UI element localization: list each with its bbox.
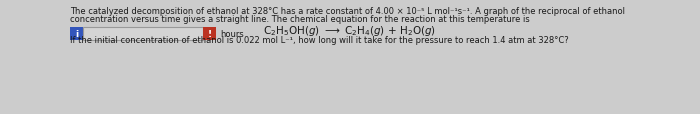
- Text: The catalyzed decomposition of ethanol at 328°C has a rate constant of 4.00 × 10: The catalyzed decomposition of ethanol a…: [70, 7, 625, 16]
- FancyBboxPatch shape: [70, 28, 83, 41]
- Text: !: !: [207, 30, 211, 39]
- FancyBboxPatch shape: [83, 28, 203, 41]
- Text: If the initial concentration of ethanol is 0.022 mol L⁻¹, how long will it take : If the initial concentration of ethanol …: [70, 36, 568, 45]
- Text: i: i: [75, 30, 78, 39]
- Text: hours: hours: [220, 30, 244, 39]
- FancyBboxPatch shape: [203, 28, 216, 41]
- Text: $\mathrm{C_2H_5OH}$($g$) $\longrightarrow$ $\mathrm{C_2H_4}$($g$) + $\mathrm{H_2: $\mathrm{C_2H_5OH}$($g$) $\longrightarro…: [263, 24, 437, 38]
- Text: concentration versus time gives a straight line. The chemical equation for the r: concentration versus time gives a straig…: [70, 15, 530, 24]
